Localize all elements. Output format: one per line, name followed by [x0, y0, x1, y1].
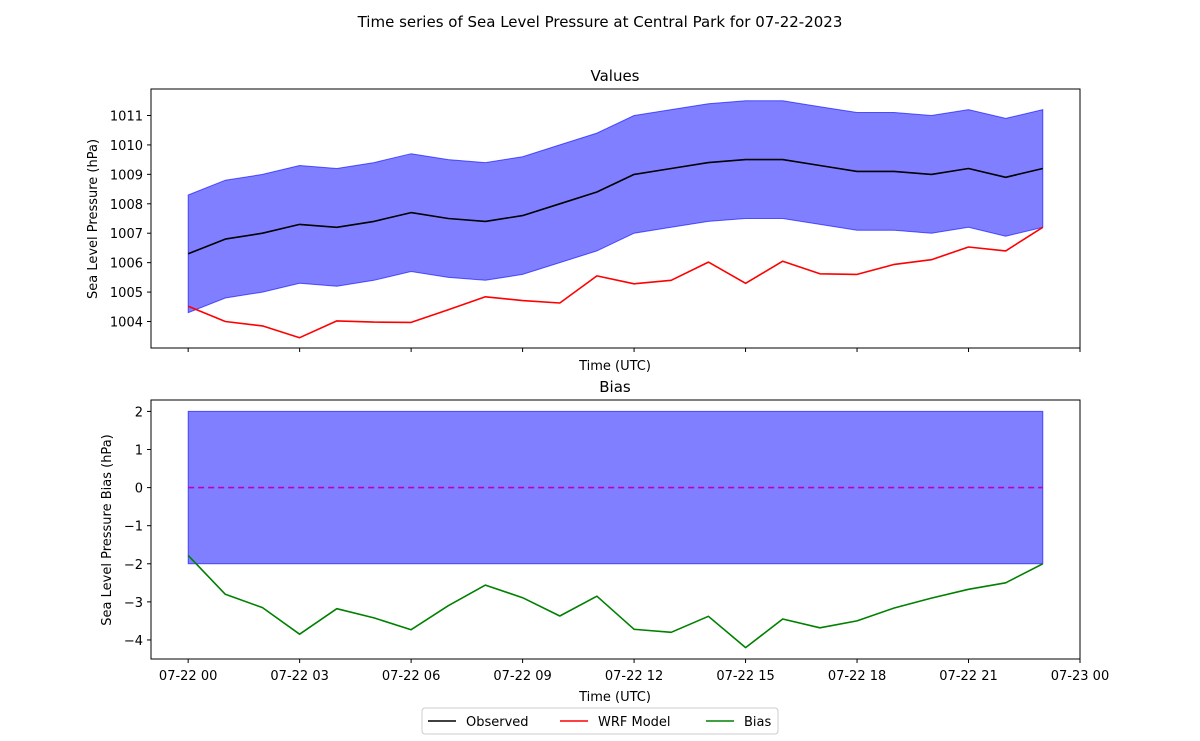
- y-tick-label: 1007: [110, 227, 143, 242]
- y-tick-label: −1: [124, 520, 143, 535]
- legend-label-wrf-model: WRF Model: [598, 715, 671, 730]
- bias-uncertainty-band: [187, 410, 1044, 565]
- x-tick-label: 07-22 12: [605, 669, 663, 684]
- bias-panel: Bias 07-22 00 07-22 03 07-22 06 07-22 09 07-…: [100, 378, 1109, 705]
- values-uncertainty-band: [187, 100, 1044, 314]
- bias-xlabel: Time (UTC): [578, 690, 651, 705]
- legend-entry-wrf-model: WRF Model: [560, 715, 671, 730]
- y-tick-label: 1: [135, 444, 143, 459]
- legend-label-bias: Bias: [744, 715, 771, 730]
- y-tick-label: −4: [124, 634, 143, 649]
- values-axes-frame: [150, 88, 1081, 349]
- y-tick-label: 1010: [110, 139, 143, 154]
- x-tick-label: 07-22 21: [939, 669, 997, 684]
- legend-entry-observed: Observed: [428, 715, 529, 730]
- y-tick-label: −3: [124, 596, 143, 611]
- figure-suptitle: Time series of Sea Level Pressure at Cen…: [357, 13, 843, 31]
- values-panel: Values 10041005100610071008100910101011 …: [86, 67, 1081, 374]
- y-tick-label: 1005: [110, 286, 143, 301]
- y-tick-label: 1008: [110, 198, 143, 213]
- x-tick-label: 07-22 15: [716, 669, 774, 684]
- legend-entry-bias: Bias: [706, 715, 771, 730]
- bias-title: Bias: [599, 378, 631, 396]
- y-tick-label: 1011: [110, 109, 143, 124]
- legend: Observed WRF Model Bias: [421, 707, 779, 735]
- legend-label-observed: Observed: [466, 715, 529, 730]
- values-xlabel: Time (UTC): [578, 359, 651, 374]
- series-line-wrf-model: [187, 226, 1044, 339]
- y-tick-label: 1006: [110, 257, 143, 272]
- x-tick-label: 07-23 00: [1051, 669, 1109, 684]
- bias-axes-frame: [150, 399, 1081, 660]
- values-ylabel: Sea Level Pressure (hPa): [86, 139, 101, 299]
- x-tick-label: 07-22 03: [270, 669, 328, 684]
- y-tick-label: 1009: [110, 168, 143, 183]
- x-tick-label: 07-22 06: [382, 669, 440, 684]
- x-tick-label: 07-22 00: [159, 669, 217, 684]
- x-tick-label: 07-22 09: [493, 669, 551, 684]
- y-tick-label: 0: [135, 482, 143, 497]
- values-title: Values: [590, 67, 639, 85]
- series-line-bias: [187, 554, 1044, 649]
- x-tick-label: 07-22 18: [828, 669, 886, 684]
- y-tick-label: 2: [135, 405, 143, 420]
- y-tick-label: −2: [124, 558, 143, 573]
- series-line-observed: [187, 158, 1043, 255]
- bias-ylabel: Sea Level Pressure Bias (hPa): [100, 434, 115, 625]
- legend-frame: [421, 707, 779, 735]
- y-tick-label: 1004: [110, 316, 143, 331]
